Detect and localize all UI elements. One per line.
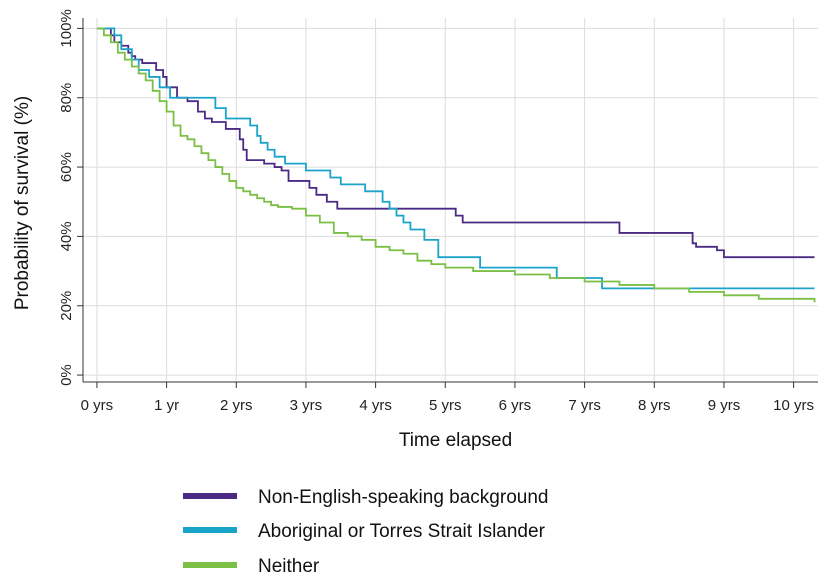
y-axis-title: Probability of survival (%) [12,96,33,310]
y-tick-label: 80% [58,83,75,113]
x-tick-label: 9 yrs [708,397,741,414]
series-line-2 [96,27,815,290]
legend: Non-English-speaking background Aborigina… [183,487,548,575]
x-tick-label: 0 yrs [81,397,114,414]
y-tick-label: 20% [58,291,75,321]
y-tick-label: 100% [58,9,75,47]
series-layer [96,27,816,303]
x-tick-label: 7 yrs [568,397,601,414]
x-tick-label: 10 yrs [773,397,814,414]
series-line-1 [96,27,815,259]
grid-layer [83,18,818,382]
x-tick-label: 1 yr [154,397,179,414]
x-tick-label: 5 yrs [429,397,462,414]
axis-layer: 0 yrs 1 yr 2 yrs 3 yrs 4 yrs 5 yrs 6 yrs 7 yrs 8… [58,9,818,414]
x-tick-label: 8 yrs [638,397,671,414]
legend-label-3: Neither [258,556,320,575]
legend-label-1: Non-English-speaking background [258,487,548,508]
legend-label-2: Aboriginal or Torres Strait Islander [258,521,546,542]
x-axis-title: Time elapsed [399,430,512,451]
y-tick-label: 0% [58,364,75,386]
series-line-3 [96,27,816,303]
x-tick-label: 3 yrs [290,397,323,414]
x-tick-label: 2 yrs [220,397,253,414]
y-tick-label: 60% [58,152,75,182]
x-tick-label: 4 yrs [359,397,392,414]
x-tick-label: 6 yrs [499,397,532,414]
y-tick-label: 40% [58,221,75,251]
